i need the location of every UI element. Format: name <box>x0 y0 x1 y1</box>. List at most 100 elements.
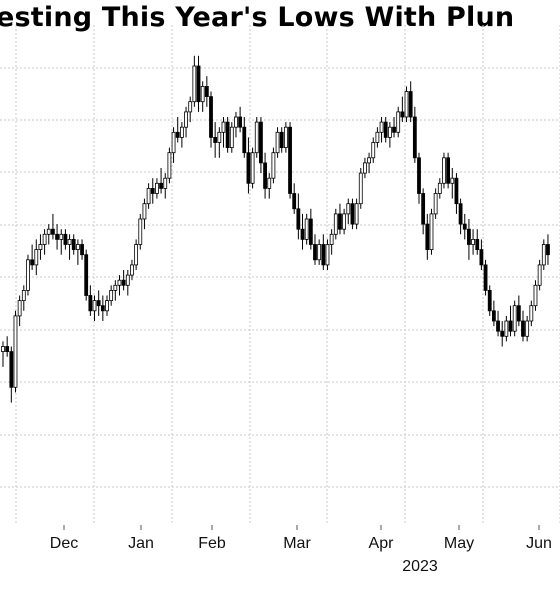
candle <box>51 213 55 240</box>
candle <box>146 183 151 209</box>
candle-body <box>184 111 188 128</box>
candle-body <box>26 259 30 291</box>
candle-body <box>425 223 430 251</box>
candle <box>354 198 359 230</box>
candle <box>96 290 101 316</box>
candle-body <box>375 131 380 143</box>
candle <box>521 310 525 342</box>
candle-body <box>338 213 342 230</box>
candle-body <box>500 330 505 337</box>
x-tick-label: Mar <box>283 535 311 552</box>
candle <box>163 173 168 199</box>
candle-body <box>254 121 259 154</box>
candle <box>150 178 155 204</box>
candle-body <box>363 162 367 174</box>
candle-body <box>42 233 47 245</box>
candle <box>155 178 159 199</box>
candle-body <box>450 177 455 184</box>
candle-body <box>516 305 521 322</box>
candle <box>367 152 371 174</box>
candle <box>71 234 76 255</box>
candle-body <box>437 182 442 194</box>
candle <box>491 300 496 327</box>
candle-body <box>17 300 22 317</box>
candle <box>383 117 388 143</box>
candle-body <box>229 126 234 148</box>
candle-body <box>117 279 122 286</box>
candle <box>504 315 509 342</box>
candle-body <box>279 131 284 149</box>
candle <box>375 127 380 148</box>
candle <box>425 213 430 260</box>
candle <box>342 208 347 235</box>
candle <box>229 122 234 153</box>
candle <box>217 127 222 158</box>
candle <box>308 208 313 250</box>
candle-body <box>159 182 163 189</box>
candle-body <box>267 177 272 189</box>
candle-body <box>446 157 451 184</box>
candle <box>75 239 80 265</box>
candle-body <box>329 233 334 245</box>
candle-body <box>354 203 359 225</box>
candle <box>479 239 484 270</box>
candle-body <box>238 116 243 128</box>
candle-body <box>442 157 446 184</box>
candle-body <box>192 65 197 103</box>
candle-body <box>537 264 542 286</box>
candle-body <box>113 284 118 291</box>
candle <box>346 198 351 225</box>
candle <box>462 213 467 240</box>
candle-body <box>213 136 218 143</box>
candle <box>279 127 284 153</box>
candle <box>350 198 355 230</box>
candle-body <box>317 244 322 261</box>
candle-body <box>71 238 76 250</box>
candle <box>80 239 84 260</box>
candle-body <box>408 91 413 118</box>
candle <box>171 127 176 163</box>
candle-body <box>163 177 168 189</box>
candle <box>46 224 51 245</box>
x-tick-label: Jan <box>128 535 154 552</box>
candle-body <box>125 274 130 286</box>
candle-body <box>142 203 147 220</box>
candle <box>125 270 130 296</box>
candle <box>267 173 272 199</box>
candle-body <box>63 233 68 245</box>
candle <box>179 122 184 148</box>
candle <box>105 295 109 316</box>
candle-body <box>246 152 251 184</box>
candle <box>204 76 209 107</box>
candle-body <box>217 131 222 143</box>
candle <box>59 229 64 255</box>
candle <box>84 249 89 301</box>
candle-body <box>508 320 513 332</box>
candle <box>363 157 367 179</box>
candle <box>42 229 47 255</box>
candle <box>437 178 442 199</box>
candle <box>496 310 500 337</box>
candle-body <box>313 244 317 261</box>
candle <box>209 91 213 148</box>
candle-body <box>188 101 193 113</box>
candle <box>396 106 401 138</box>
candle <box>500 321 505 347</box>
candle-body <box>200 86 205 103</box>
candle <box>508 305 513 337</box>
candle <box>412 106 417 163</box>
candle-body <box>325 244 330 266</box>
candle-body <box>350 203 355 225</box>
candle <box>325 239 330 270</box>
candle-body <box>225 121 230 148</box>
candle-body <box>1 346 5 352</box>
candle <box>13 310 18 393</box>
x-tick-label: Apr <box>369 535 395 552</box>
candle-body <box>283 126 288 148</box>
candle-body <box>96 300 101 307</box>
x-tick-label: Dec <box>50 535 78 552</box>
candle-body <box>138 218 143 245</box>
candle-body <box>304 218 309 240</box>
candle-body <box>296 208 301 230</box>
candle-body <box>412 116 417 159</box>
